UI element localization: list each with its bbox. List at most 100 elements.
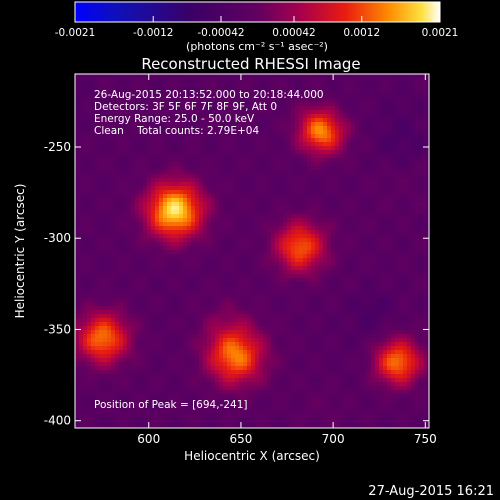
heatmap-cell — [355, 74, 360, 79]
heatmap-cell — [295, 286, 300, 291]
heatmap-cell — [255, 74, 260, 79]
heatmap-cell — [91, 178, 96, 183]
heatmap-cell — [135, 222, 140, 227]
heatmap-cell — [315, 150, 320, 155]
heatmap-cell — [283, 78, 288, 83]
heatmap-cell — [347, 274, 352, 279]
heatmap-cell — [147, 274, 152, 279]
heatmap-cell — [247, 290, 252, 295]
heatmap-cell — [175, 218, 180, 223]
heatmap-cell — [191, 118, 196, 123]
heatmap-cell — [163, 166, 168, 171]
heatmap-cell — [151, 254, 156, 259]
heatmap-cell — [287, 266, 292, 271]
heatmap-cell — [107, 202, 112, 207]
heatmap-cell — [135, 218, 140, 223]
heatmap-cell — [239, 138, 244, 143]
heatmap-cell — [163, 134, 168, 139]
heatmap-cell — [175, 262, 180, 267]
heatmap-cell — [195, 174, 200, 179]
heatmap-cell — [335, 102, 340, 107]
heatmap-cell — [211, 134, 216, 139]
heatmap-cell — [135, 210, 140, 215]
heatmap-cell — [215, 90, 220, 95]
heatmap-cell — [259, 234, 264, 239]
heatmap-cell — [315, 118, 320, 123]
heatmap-cell — [299, 290, 304, 295]
heatmap-cell — [251, 90, 256, 95]
heatmap-cell — [223, 154, 228, 159]
heatmap-cell — [163, 294, 168, 299]
heatmap-cell — [427, 102, 429, 107]
heatmap-cell — [367, 294, 372, 299]
heatmap-cell — [263, 154, 268, 159]
heatmap-cell — [223, 162, 228, 167]
heatmap-cell — [151, 150, 156, 155]
heatmap-cell — [215, 178, 220, 183]
heatmap-cell — [123, 258, 128, 263]
heatmap-cell — [307, 82, 312, 87]
heatmap-cell — [335, 250, 340, 255]
heatmap-cell — [171, 98, 176, 103]
heatmap-cell — [263, 202, 268, 207]
heatmap-cell — [207, 214, 212, 219]
heatmap-cell — [367, 254, 372, 259]
heatmap-cell — [327, 130, 332, 135]
heatmap-cell — [351, 150, 356, 155]
heatmap-cell — [147, 254, 152, 259]
heatmap-cell — [315, 218, 320, 223]
heatmap-cell — [215, 94, 220, 99]
heatmap-cell — [211, 234, 216, 239]
heatmap-cell — [123, 238, 128, 243]
heatmap-cell — [143, 214, 148, 219]
heatmap-cell — [87, 138, 92, 143]
heatmap-cell — [363, 182, 368, 187]
heatmap-cell — [115, 258, 120, 263]
heatmap-cell — [247, 110, 252, 115]
heatmap-cell — [155, 230, 160, 235]
heatmap-cell — [415, 146, 420, 151]
heatmap-cell — [407, 94, 412, 99]
heatmap-cell — [331, 130, 336, 135]
heatmap-cell — [319, 146, 324, 151]
heatmap-cell — [235, 138, 240, 143]
heatmap-cell — [91, 266, 96, 271]
heatmap-cell — [119, 134, 124, 139]
heatmap-cell — [303, 282, 308, 287]
heatmap-cell — [123, 134, 128, 139]
heatmap-cell — [99, 150, 104, 155]
heatmap-cell — [187, 206, 192, 211]
heatmap-cell — [299, 186, 304, 191]
heatmap-cell — [311, 146, 316, 151]
heatmap-cell — [115, 210, 120, 215]
heatmap-cell — [411, 218, 416, 223]
heatmap-cell — [187, 90, 192, 95]
heatmap-cell — [83, 230, 88, 235]
heatmap-cell — [151, 110, 156, 115]
heatmap-cell — [219, 210, 224, 215]
heatmap-cell — [375, 190, 380, 195]
heatmap-cell — [211, 78, 216, 83]
heatmap-cell — [275, 242, 280, 247]
heatmap-cell — [427, 174, 429, 179]
heatmap-cell — [275, 266, 280, 271]
heatmap-cell — [331, 150, 336, 155]
heatmap-cell — [207, 230, 212, 235]
heatmap-cell — [159, 250, 164, 255]
heatmap-cell — [283, 170, 288, 175]
heatmap-cell — [107, 142, 112, 147]
heatmap-cell — [247, 74, 252, 79]
heatmap-cell — [175, 194, 180, 199]
heatmap-cell — [315, 98, 320, 103]
heatmap-cell — [95, 218, 100, 223]
heatmap-cell — [275, 282, 280, 287]
heatmap-cell — [99, 222, 104, 227]
heatmap-cell — [263, 206, 268, 211]
heatmap-cell — [343, 206, 348, 211]
heatmap-cell — [395, 238, 400, 243]
heatmap-cell — [91, 206, 96, 211]
heatmap-cell — [119, 106, 124, 111]
heatmap-cell — [415, 166, 420, 171]
heatmap-cell — [83, 102, 88, 107]
heatmap-cell — [263, 274, 268, 279]
